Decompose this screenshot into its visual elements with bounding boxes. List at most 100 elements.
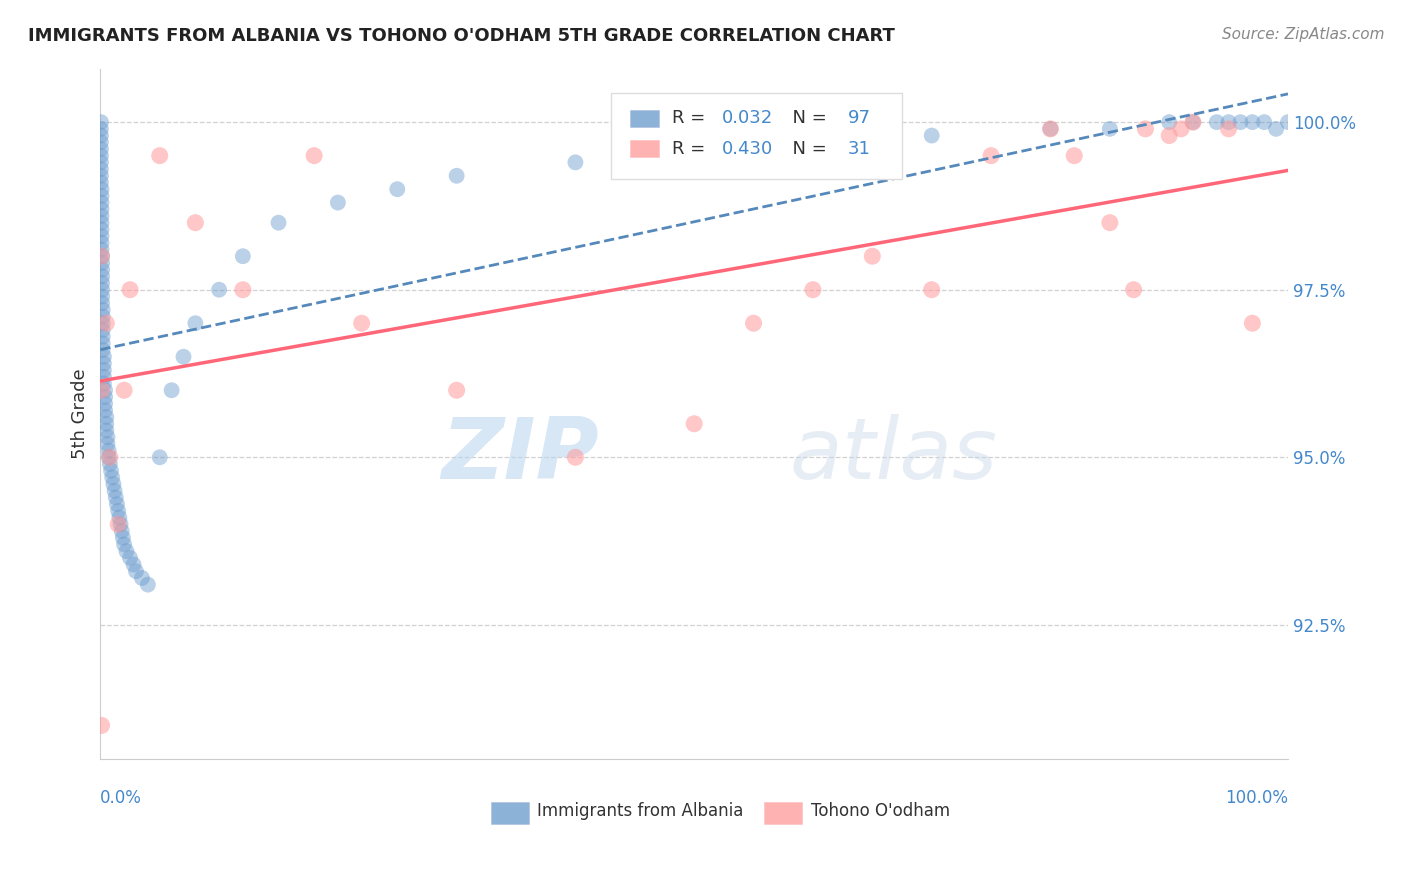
Point xyxy=(173,350,195,364)
Text: 0.0%: 0.0% xyxy=(100,789,142,807)
Point xyxy=(1181,115,1204,129)
Point xyxy=(96,417,118,431)
Text: Immigrants from Albania: Immigrants from Albania xyxy=(537,802,744,820)
Point xyxy=(111,531,134,545)
Point xyxy=(90,209,112,223)
Point xyxy=(104,483,127,498)
Point xyxy=(1265,121,1288,136)
Point xyxy=(91,316,114,330)
Point xyxy=(90,182,112,196)
Point xyxy=(93,369,115,384)
Point xyxy=(683,142,706,156)
Point xyxy=(90,149,112,163)
Point xyxy=(90,176,112,190)
Point xyxy=(90,202,112,217)
Point xyxy=(208,283,231,297)
Point xyxy=(1241,115,1264,129)
Point xyxy=(801,283,824,297)
Point xyxy=(91,336,114,351)
FancyBboxPatch shape xyxy=(630,140,658,157)
Point xyxy=(94,403,117,417)
Point xyxy=(104,491,127,505)
Point xyxy=(91,256,114,270)
Point xyxy=(107,517,129,532)
Point xyxy=(98,450,121,465)
Point xyxy=(93,356,115,370)
Point xyxy=(91,269,114,284)
Point xyxy=(90,169,112,183)
Point xyxy=(1229,115,1251,129)
Point xyxy=(90,155,112,169)
Text: atlas: atlas xyxy=(789,414,997,497)
Point xyxy=(921,128,943,143)
Point xyxy=(91,343,114,357)
Point xyxy=(1170,121,1192,136)
Point xyxy=(90,718,112,732)
Point xyxy=(90,128,112,143)
Point xyxy=(90,216,112,230)
Text: Tohono O'odham: Tohono O'odham xyxy=(810,802,949,820)
Point xyxy=(90,222,112,236)
Point xyxy=(326,195,349,210)
Point xyxy=(1241,316,1264,330)
Point xyxy=(91,329,114,343)
Point xyxy=(1063,149,1085,163)
Point xyxy=(1039,121,1062,136)
Point xyxy=(232,283,254,297)
Point xyxy=(90,115,112,129)
Point xyxy=(90,384,112,398)
Point xyxy=(96,430,118,444)
Point xyxy=(107,504,129,518)
Point xyxy=(683,417,706,431)
Point xyxy=(149,450,172,465)
Point xyxy=(90,235,112,250)
Point xyxy=(446,384,468,398)
Point xyxy=(742,316,765,330)
Point xyxy=(90,243,112,257)
Point xyxy=(97,443,120,458)
Point xyxy=(90,135,112,149)
Point xyxy=(350,316,373,330)
Point xyxy=(91,276,114,290)
Point xyxy=(112,384,135,398)
Point xyxy=(112,537,135,551)
Point xyxy=(96,424,118,438)
Point xyxy=(93,350,115,364)
Point xyxy=(1098,121,1121,136)
Point xyxy=(1253,115,1275,129)
Point xyxy=(90,229,112,244)
Point xyxy=(446,169,468,183)
Point xyxy=(111,524,134,538)
Text: R =: R = xyxy=(672,140,710,158)
FancyBboxPatch shape xyxy=(491,802,529,824)
Point xyxy=(90,195,112,210)
Point xyxy=(90,121,112,136)
Point xyxy=(1159,115,1181,129)
Point xyxy=(921,283,943,297)
Point xyxy=(91,296,114,310)
Point xyxy=(1122,283,1144,297)
Point xyxy=(160,384,183,398)
Point xyxy=(98,457,121,471)
Point xyxy=(90,162,112,177)
Point xyxy=(110,517,132,532)
Text: R =: R = xyxy=(672,109,710,128)
Point xyxy=(91,283,114,297)
Y-axis label: 5th Grade: 5th Grade xyxy=(72,368,89,459)
Point xyxy=(96,410,118,425)
Point xyxy=(94,390,117,404)
Point xyxy=(302,149,325,163)
Point xyxy=(564,450,586,465)
Text: ZIP: ZIP xyxy=(441,414,599,497)
Point xyxy=(1181,115,1204,129)
Point xyxy=(91,262,114,277)
Point xyxy=(131,571,153,585)
FancyBboxPatch shape xyxy=(630,110,658,127)
Point xyxy=(115,544,138,558)
Point xyxy=(108,510,131,524)
Text: N =: N = xyxy=(780,140,832,158)
Point xyxy=(184,316,207,330)
Point xyxy=(122,558,145,572)
Point xyxy=(94,397,117,411)
Point xyxy=(101,470,124,484)
